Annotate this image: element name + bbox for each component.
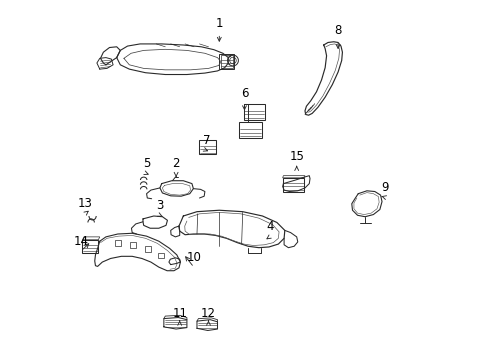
Text: 4: 4 — [265, 220, 273, 233]
Text: 5: 5 — [143, 157, 151, 170]
Text: 14: 14 — [73, 235, 88, 248]
Text: 10: 10 — [186, 251, 201, 264]
Bar — [244, 104, 264, 120]
Text: 8: 8 — [334, 24, 341, 37]
Bar — [130, 242, 136, 248]
Text: 15: 15 — [289, 150, 304, 163]
Text: 12: 12 — [201, 307, 216, 320]
Bar — [115, 240, 121, 246]
Text: 13: 13 — [78, 197, 93, 210]
Bar — [219, 54, 234, 69]
Text: 7: 7 — [203, 134, 210, 147]
Bar — [239, 122, 261, 138]
Text: 3: 3 — [156, 199, 163, 212]
Bar — [220, 55, 232, 68]
Text: 2: 2 — [172, 157, 180, 170]
Bar — [158, 253, 163, 258]
Text: 11: 11 — [172, 307, 187, 320]
Bar — [145, 246, 151, 252]
Text: 9: 9 — [380, 181, 388, 194]
Bar — [199, 140, 216, 154]
Bar — [282, 178, 304, 192]
Bar — [82, 240, 98, 253]
Text: 6: 6 — [240, 87, 248, 100]
Text: 1: 1 — [215, 17, 223, 30]
